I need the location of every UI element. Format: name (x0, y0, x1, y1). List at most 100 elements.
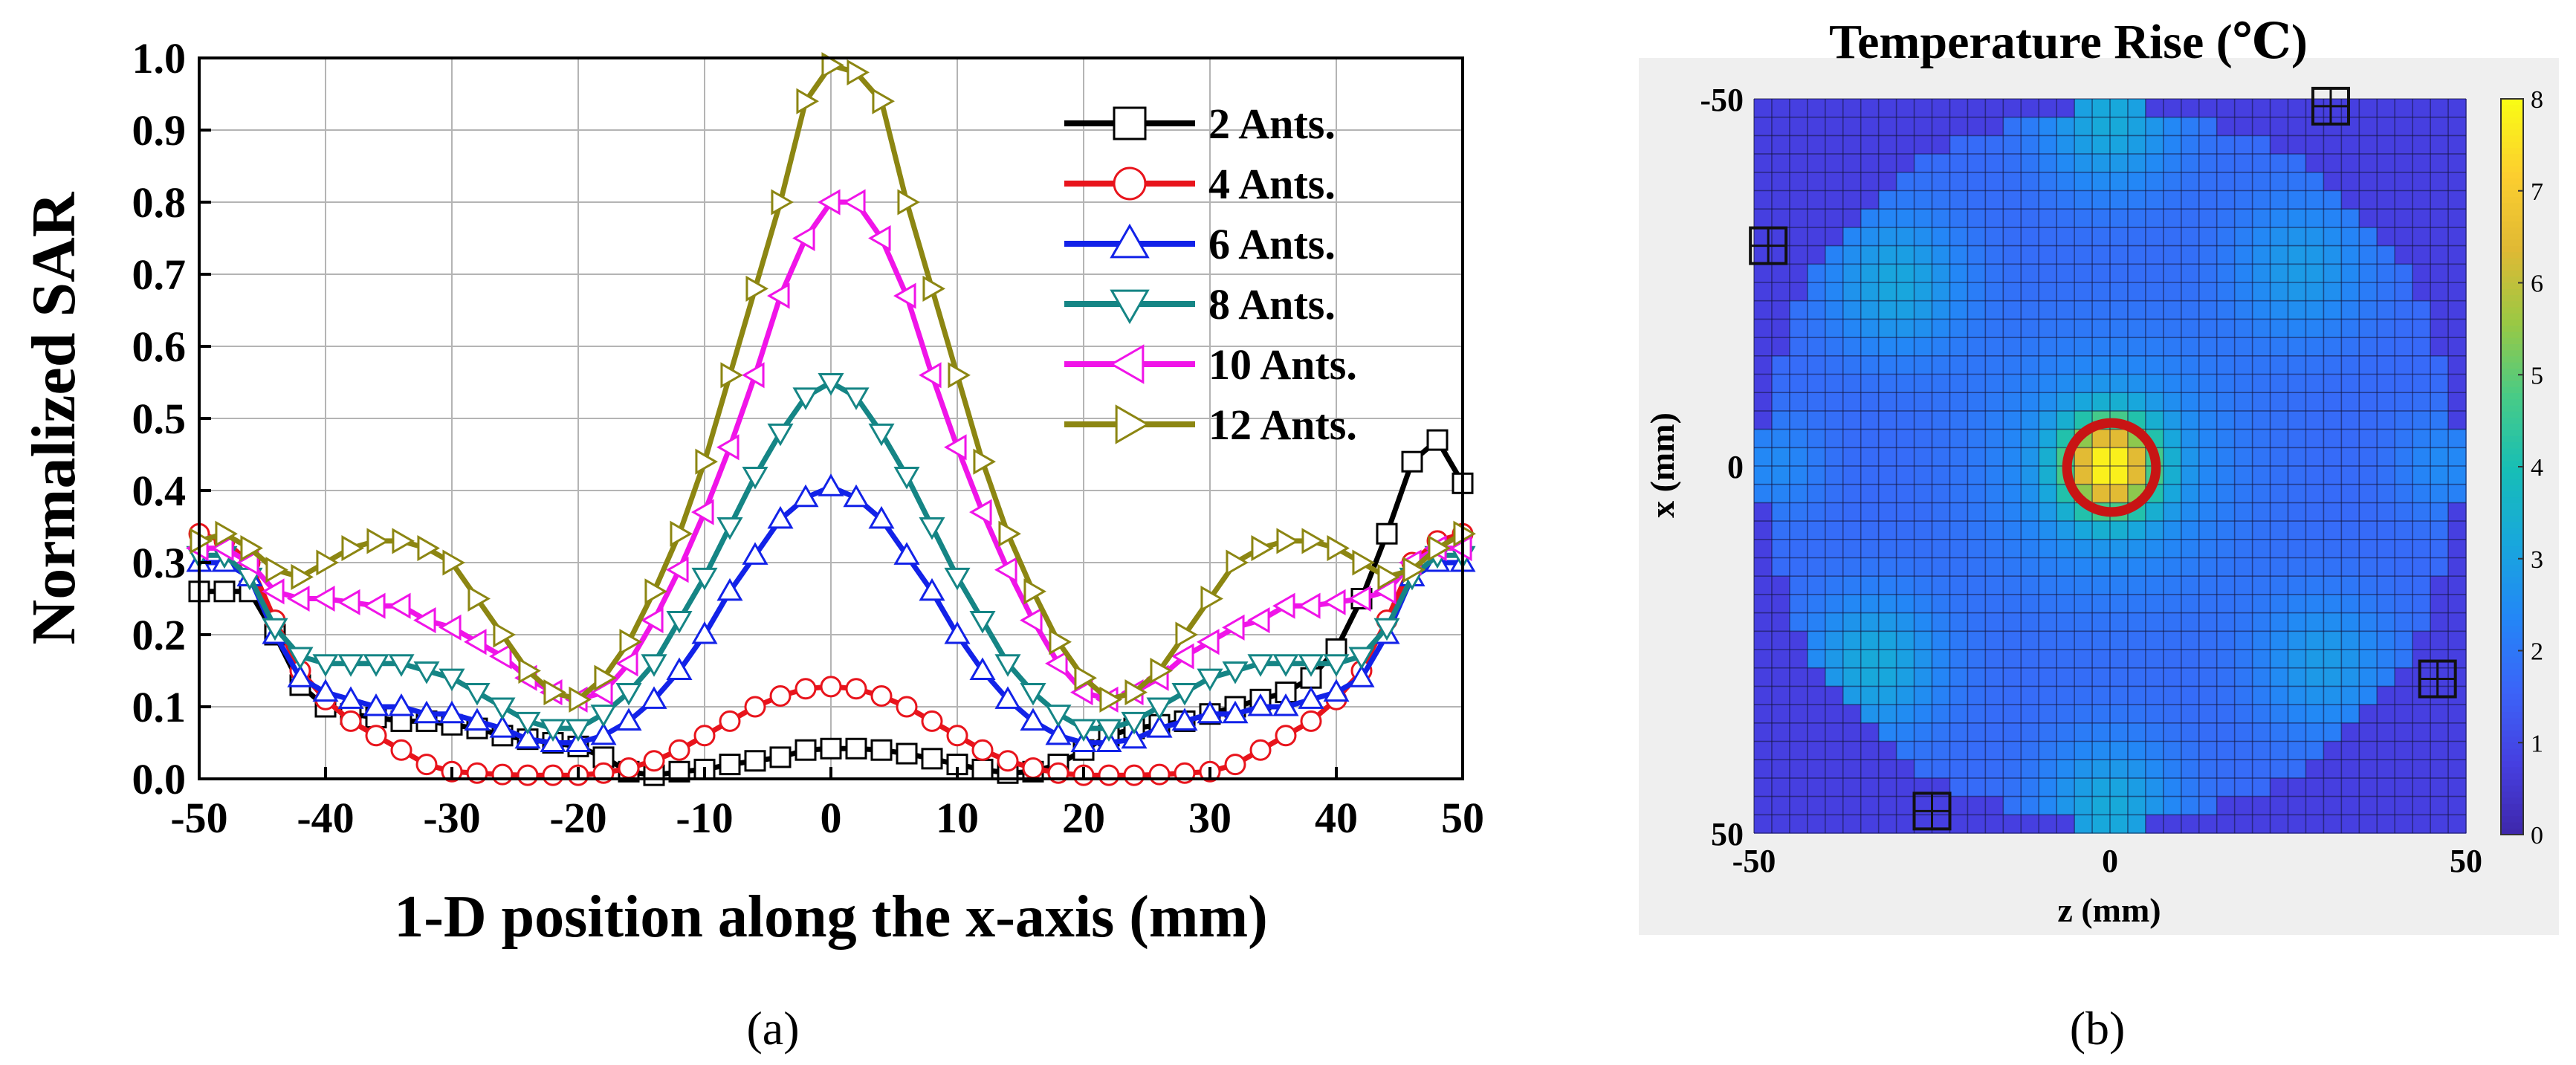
data-point (921, 748, 943, 770)
heat-cell (1932, 392, 1951, 412)
heat-cell (2127, 264, 2146, 283)
heat-cell (2359, 539, 2378, 559)
heat-cell (1771, 777, 1790, 797)
heat-cell (1949, 355, 1968, 375)
colorbar-segment (2501, 337, 2523, 345)
heat-cell (2003, 650, 2022, 669)
data-point (213, 580, 236, 603)
heat-cell (1949, 631, 1968, 650)
heat-cell (2092, 172, 2111, 192)
colorbar-segment (2501, 288, 2523, 296)
heat-cell (1771, 557, 1790, 577)
heat-cell (1842, 741, 1862, 760)
colorbar-segment (2501, 246, 2523, 253)
heat-cell (1807, 209, 1826, 228)
heat-cell (1825, 777, 1844, 797)
heat-cell (2198, 612, 2218, 632)
heat-cell (1842, 117, 1862, 136)
colorbar-segment (2501, 601, 2523, 609)
heat-cell (1985, 760, 2004, 779)
heat-cell (2270, 667, 2289, 687)
heat-cell (2056, 209, 2075, 228)
heat-cell (1771, 264, 1790, 283)
colorbar-segment (2501, 534, 2523, 541)
heat-cell (2110, 594, 2129, 614)
legend-label: 4 Ants. (1208, 160, 1336, 208)
heat-cell (2039, 594, 2057, 614)
heat-cell (2305, 227, 2324, 247)
data-point (1224, 754, 1246, 776)
heat-cell (1825, 264, 1844, 283)
data-point (615, 708, 642, 731)
colorbar-segment (2501, 718, 2523, 725)
heat-cell (2305, 576, 2324, 595)
data-point (821, 52, 844, 79)
heat-cell (1914, 282, 1933, 302)
heat-cell (2039, 209, 2057, 228)
heat-cell (2377, 741, 2395, 760)
heat-cell (2288, 484, 2307, 503)
heat-cell (2430, 631, 2449, 650)
heat-cell (1754, 154, 1773, 173)
data-point (796, 88, 819, 114)
heat-cell (1914, 594, 1933, 614)
heat-cell (1860, 594, 1880, 614)
heat-cell (2341, 650, 2360, 669)
heat-cell (1896, 355, 1915, 375)
heat-cell (1985, 667, 2004, 687)
data-point (670, 520, 693, 547)
heat-cell (1896, 374, 1915, 393)
heat-cell (2377, 319, 2395, 338)
colorbar-segment (2501, 754, 2523, 762)
heat-cell (1985, 650, 2004, 669)
heat-cell (2448, 796, 2467, 815)
heat-cell (2252, 282, 2271, 302)
heat-cell (1771, 741, 1790, 760)
heat-cell (2056, 612, 2075, 632)
heat-cell (2181, 227, 2200, 247)
heat-cell (2288, 447, 2307, 467)
colorbar-segment (2501, 252, 2523, 259)
heat-cell (2448, 594, 2467, 614)
heat-cell (1807, 282, 1826, 302)
heat-cell (1985, 466, 2004, 485)
heat-cell (2039, 447, 2057, 467)
heat-cell (2145, 227, 2164, 247)
heat-cell (2430, 484, 2449, 503)
heat-cell (1825, 99, 1844, 118)
heat-cell (2110, 484, 2129, 503)
heat-cell (1967, 686, 1986, 705)
heat-cell (2198, 117, 2218, 136)
heat-cell (2110, 172, 2129, 192)
data-point (363, 592, 386, 619)
heat-cell (2377, 245, 2395, 265)
heat-cell (1914, 650, 1933, 669)
heat-cell (1985, 796, 2004, 815)
heat-cell (2288, 502, 2307, 522)
y-tick-label: 0.5 (132, 395, 187, 443)
heat-cell (1807, 429, 1826, 448)
heat-cell (2305, 300, 2324, 320)
heat-cell (2216, 429, 2236, 448)
heat-cell (2198, 447, 2218, 467)
heat-cell (2270, 760, 2289, 779)
colorbar-segment (2501, 436, 2523, 443)
heat-cell (1825, 209, 1844, 228)
heat-cell (1896, 705, 1915, 724)
heat-cell (2305, 154, 2324, 173)
heat-cell (1825, 190, 1844, 210)
data-point (691, 567, 718, 591)
heat-cell (2288, 815, 2307, 834)
heat-cell (2145, 337, 2164, 357)
heat-cell (1896, 539, 1915, 559)
heat-cell (2181, 99, 2200, 118)
heat-cell (1985, 612, 2004, 632)
heat-cell (2341, 190, 2360, 210)
heat-cell (1771, 190, 1790, 210)
data-point (392, 528, 415, 554)
heat-cell (1949, 99, 1968, 118)
heat-cell (1949, 594, 1968, 614)
data-point (1123, 764, 1145, 786)
heat-cell (1754, 502, 1773, 522)
